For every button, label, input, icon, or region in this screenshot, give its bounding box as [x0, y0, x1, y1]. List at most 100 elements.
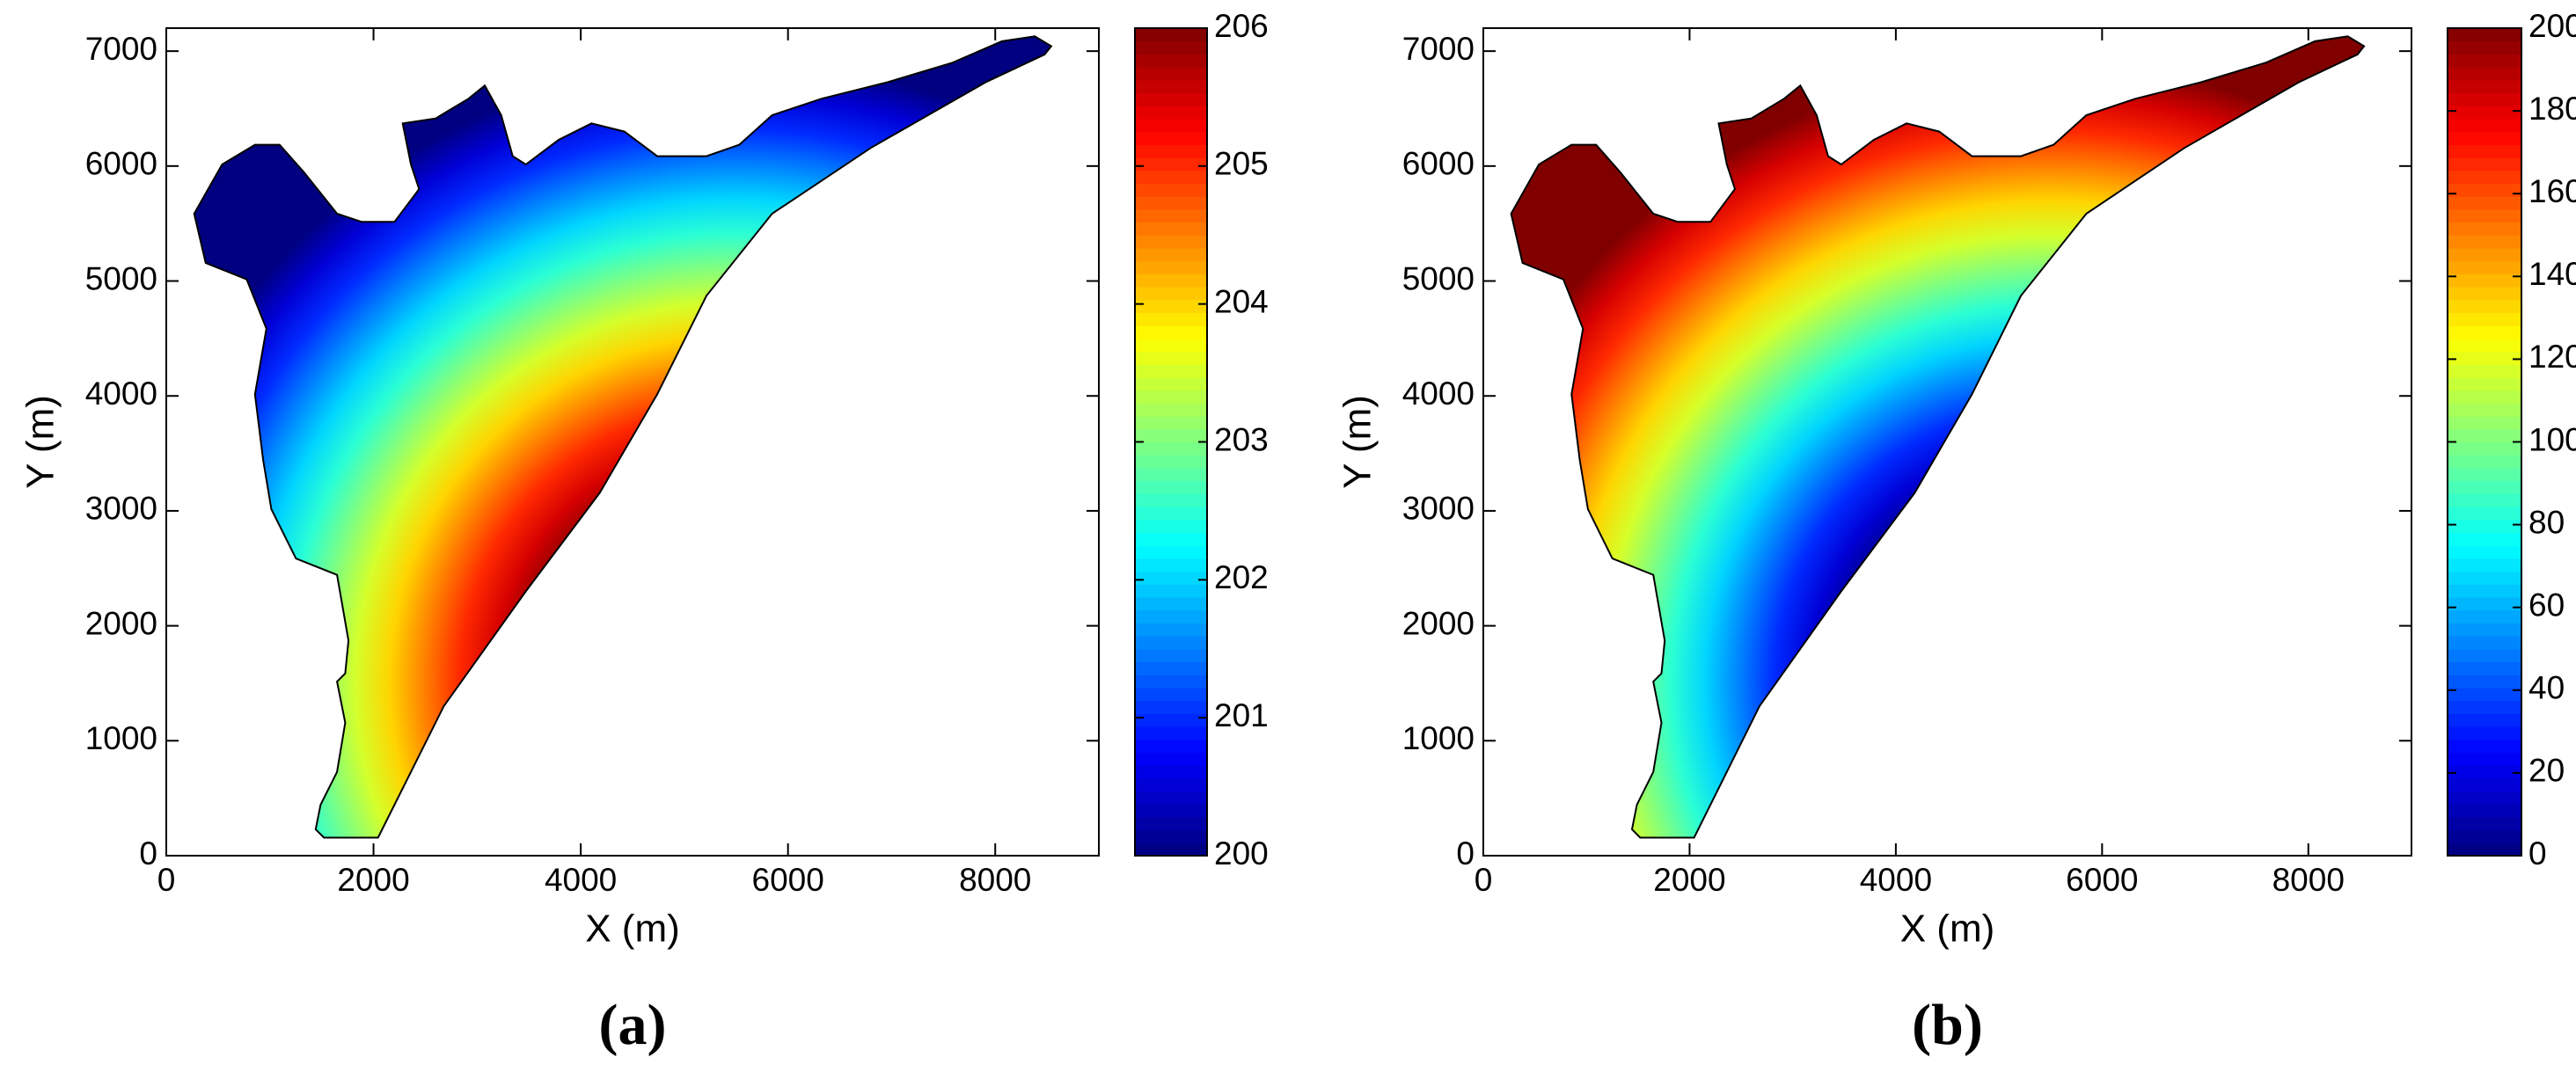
colorbar-band — [1135, 40, 1207, 55]
y-axis-label: Y (m) — [1336, 395, 1379, 489]
x-tick-label: 6000 — [2066, 862, 2138, 898]
colorbar-band — [1135, 428, 1207, 443]
colorbar-band — [2448, 106, 2521, 120]
colorbar-band — [1135, 804, 1207, 818]
colorbar-band — [1135, 726, 1207, 740]
colorbar-band — [2448, 416, 2521, 430]
lake-field — [193, 35, 1053, 839]
x-tick-label: 0 — [1475, 862, 1493, 898]
y-tick-label: 4000 — [1402, 376, 1475, 412]
colorbar-band — [1135, 519, 1207, 534]
y-axis-label: Y (m) — [19, 395, 62, 489]
colorbar-band — [2448, 726, 2521, 740]
colorbar-band — [1135, 273, 1207, 288]
colorbar-band — [1135, 700, 1207, 714]
y-tick-label: 4000 — [85, 376, 157, 412]
colorbar-band — [2448, 376, 2521, 391]
colorbar-band — [2448, 804, 2521, 818]
colorbar-band — [1135, 92, 1207, 106]
colorbar-band — [1135, 636, 1207, 650]
colorbar-band — [1135, 648, 1207, 663]
colorbar-band — [1135, 260, 1207, 274]
colorbar-band — [1135, 480, 1207, 494]
colorbar-band — [1135, 403, 1207, 417]
colorbar-band — [2448, 609, 2521, 624]
colorbar-band — [1135, 441, 1207, 456]
colorbar-band — [2448, 131, 2521, 145]
colorbar-band — [2448, 54, 2521, 68]
colorbar-band — [2448, 493, 2521, 507]
y-tick-label: 0 — [139, 835, 157, 871]
colorbar-tick-label: 206 — [1214, 8, 1269, 44]
colorbar-band — [2448, 312, 2521, 326]
colorbar-band — [1135, 131, 1207, 145]
colorbar-band — [2448, 79, 2521, 94]
colorbar-band — [1135, 157, 1207, 171]
colorbar-band — [2448, 571, 2521, 585]
colorbar-band — [1135, 532, 1207, 546]
colorbar-band — [1135, 351, 1207, 365]
colorbar-tick-label: 120 — [2528, 339, 2576, 375]
lake-field — [1510, 35, 2366, 839]
colorbar-band — [1135, 752, 1207, 766]
colorbar-band — [1135, 416, 1207, 430]
colorbar-band — [2448, 739, 2521, 753]
colorbar-band — [1135, 687, 1207, 702]
colorbar-band — [2448, 235, 2521, 249]
colorbar-tick-label: 205 — [1214, 146, 1269, 182]
y-tick-label: 6000 — [85, 146, 157, 182]
colorbar-band — [1135, 28, 1207, 42]
colorbar-band — [2448, 584, 2521, 598]
colorbar-band — [2448, 648, 2521, 663]
colorbar-band — [1135, 842, 1207, 857]
colorbar-band — [2448, 675, 2521, 689]
colorbar-band — [2448, 842, 2521, 857]
plot-frame — [1482, 27, 2412, 857]
colorbar-band — [1135, 455, 1207, 469]
x-tick-label: 2000 — [337, 862, 409, 898]
colorbar-band — [2448, 455, 2521, 469]
colorbar-band — [1135, 67, 1207, 81]
colorbar-band — [1135, 170, 1207, 185]
colorbar-band — [1135, 144, 1207, 158]
colorbar-band — [2448, 558, 2521, 572]
colorbar-band — [1135, 247, 1207, 262]
colorbar-band — [2448, 273, 2521, 288]
colorbar-band — [1135, 623, 1207, 637]
colorbar-band — [1135, 467, 1207, 482]
colorbar-tick-label: 60 — [2528, 587, 2565, 623]
colorbar-band — [2448, 545, 2521, 559]
colorbar-band — [2448, 636, 2521, 650]
colorbar-band — [1135, 106, 1207, 120]
colorbar-band — [2448, 480, 2521, 494]
colorbar-band — [1135, 739, 1207, 753]
colorbar-band — [2448, 118, 2521, 133]
colorbar-tick-label: 20 — [2528, 753, 2565, 789]
y-tick-label: 3000 — [1402, 491, 1475, 527]
colorbar-band — [2448, 687, 2521, 702]
colorbar-band — [2448, 623, 2521, 637]
colorbar-band — [2448, 92, 2521, 106]
colorbar-band — [1135, 493, 1207, 507]
colorbar-band — [1135, 558, 1207, 572]
y-tick-label: 7000 — [1402, 31, 1475, 67]
colorbar-band — [2448, 507, 2521, 521]
colorbar-tick-label: 204 — [1214, 283, 1269, 319]
y-tick-label: 0 — [1456, 835, 1475, 871]
colorbar-tick-label: 100 — [2528, 421, 2576, 457]
colorbar-band — [1135, 312, 1207, 326]
colorbar-band — [1135, 596, 1207, 611]
y-tick-label: 3000 — [85, 491, 157, 527]
colorbar-band — [2448, 752, 2521, 766]
colorbar-band — [2448, 67, 2521, 81]
colorbar-band — [2448, 287, 2521, 301]
x-tick-label: 4000 — [1860, 862, 1932, 898]
colorbar-band — [2448, 157, 2521, 171]
colorbar-band — [1135, 791, 1207, 805]
colorbar-band — [1135, 713, 1207, 727]
colorbar-tick-label: 180 — [2528, 91, 2576, 127]
colorbar-band — [1135, 765, 1207, 779]
colorbar-band — [2448, 713, 2521, 727]
colorbar-band — [2448, 222, 2521, 236]
colorbar-band — [2448, 196, 2521, 210]
